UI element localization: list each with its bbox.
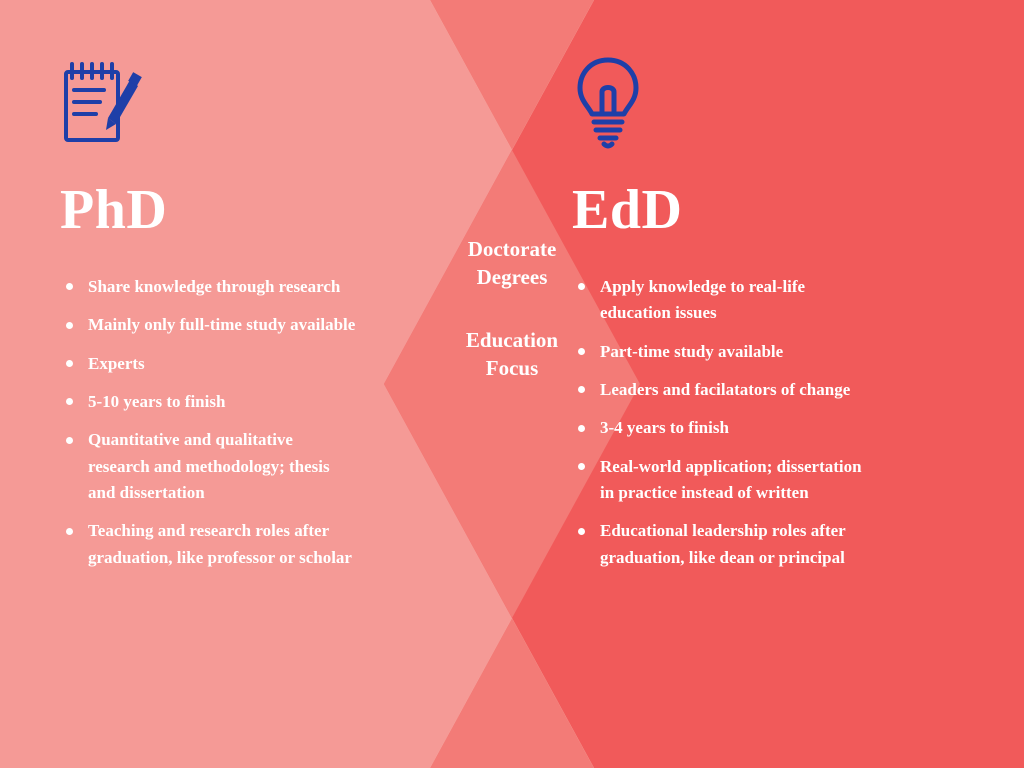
comparison-diagram: PhD Share knowledge through research Mai… xyxy=(0,0,1024,768)
list-item: 5-10 years to finish xyxy=(66,389,356,415)
list-item: Mainly only full-time study available xyxy=(66,312,356,338)
center-line: Degrees xyxy=(392,263,632,291)
list-item: Quantitative and qualitative research an… xyxy=(66,427,356,506)
edd-title: EdD xyxy=(572,178,964,242)
center-shared-text: Doctorate Degrees Education Focus xyxy=(392,235,632,382)
list-item: Share knowledge through research xyxy=(66,274,356,300)
list-item: 3-4 years to finish xyxy=(578,415,878,441)
center-line: Education xyxy=(392,326,632,354)
phd-title: PhD xyxy=(60,178,452,242)
list-item: Teaching and research roles after gradua… xyxy=(66,518,356,571)
list-item: Educational leadership roles after gradu… xyxy=(578,518,878,571)
center-line: Doctorate xyxy=(392,235,632,263)
center-line: Focus xyxy=(392,354,632,382)
list-item: Experts xyxy=(66,351,356,377)
phd-panel: PhD Share knowledge through research Mai… xyxy=(0,0,512,768)
notepad-pencil-icon xyxy=(60,50,452,150)
edd-panel: EdD Apply knowledge to real-life educati… xyxy=(512,0,1024,768)
list-item: Real-world application; dissertation in … xyxy=(578,454,878,507)
lightbulb-icon xyxy=(572,50,964,150)
